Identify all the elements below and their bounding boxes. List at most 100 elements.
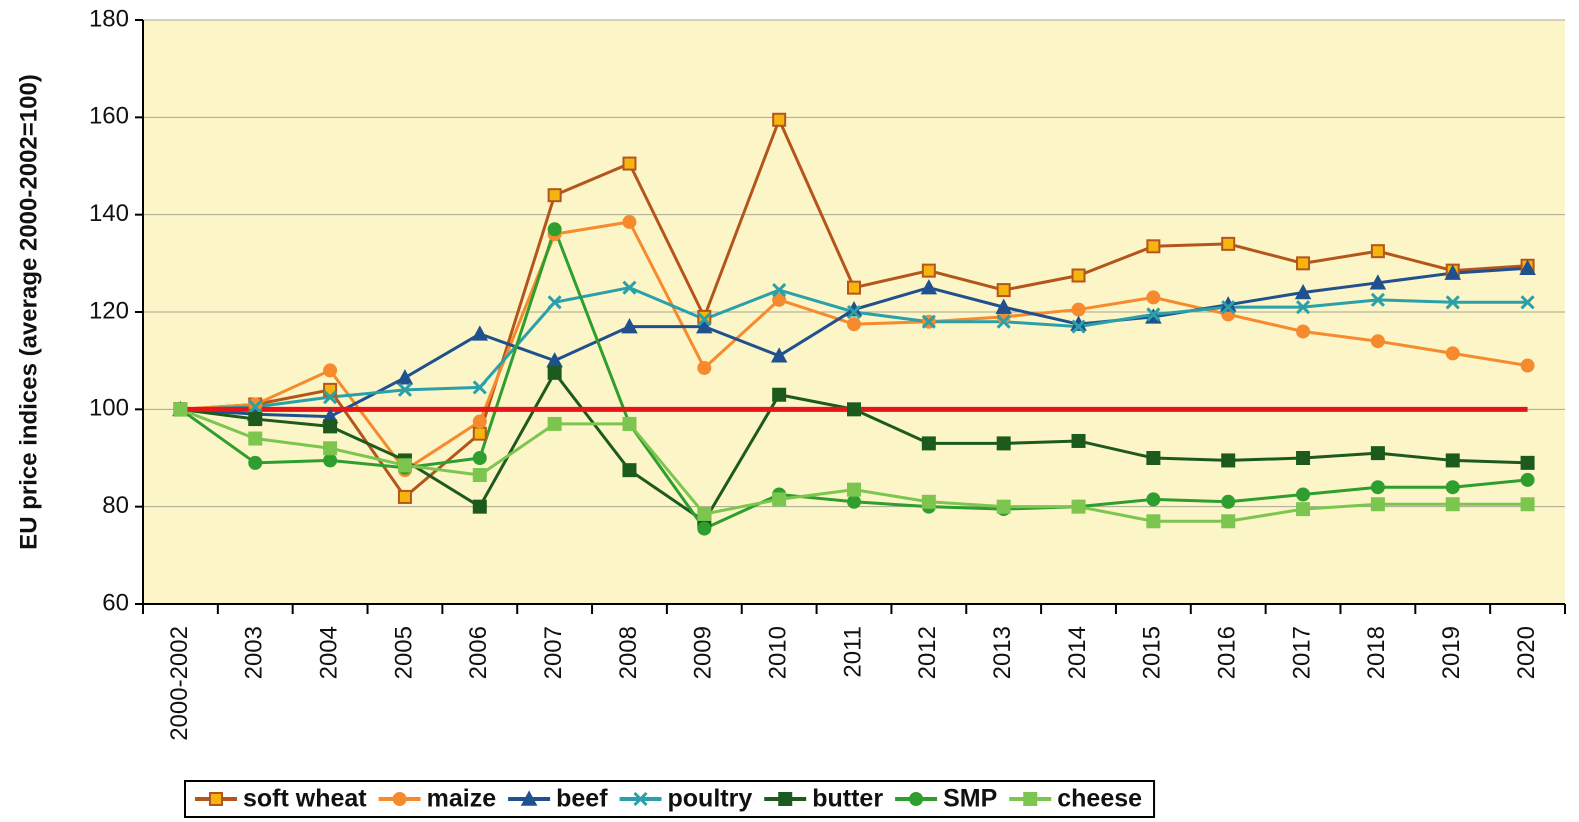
point xyxy=(696,318,713,334)
point xyxy=(547,295,562,310)
point xyxy=(1296,324,1311,339)
point xyxy=(1520,497,1535,512)
x-tick-label: 2003 xyxy=(241,626,268,679)
point xyxy=(1071,499,1086,514)
point xyxy=(921,263,936,278)
legend-marker xyxy=(1023,792,1038,806)
legend-marker xyxy=(778,792,793,806)
point xyxy=(1520,472,1535,487)
y-tick-label: 60 xyxy=(102,589,129,616)
point xyxy=(1146,492,1161,507)
point xyxy=(622,214,637,229)
point xyxy=(1146,290,1161,305)
point xyxy=(847,402,861,417)
point xyxy=(1445,480,1460,495)
point xyxy=(772,112,787,127)
point xyxy=(772,283,787,298)
point xyxy=(996,283,1011,298)
point xyxy=(1296,502,1311,517)
x-tick-label: 2010 xyxy=(765,626,792,679)
legend-marker xyxy=(909,792,924,806)
point xyxy=(547,416,562,431)
point xyxy=(1296,487,1311,502)
point xyxy=(1221,514,1236,529)
point xyxy=(1071,433,1086,448)
legend-marker xyxy=(209,792,223,806)
point xyxy=(472,380,487,395)
x-tick-label: 2007 xyxy=(540,626,567,679)
legend-label: butter xyxy=(812,785,883,813)
point xyxy=(396,369,414,385)
point xyxy=(1221,494,1236,509)
point xyxy=(1294,283,1312,300)
point xyxy=(1295,300,1311,315)
point xyxy=(472,426,487,441)
point xyxy=(1445,497,1460,512)
y-tick-label: 180 xyxy=(89,5,129,32)
point xyxy=(1071,268,1086,283)
point xyxy=(622,416,637,431)
point xyxy=(1370,497,1385,512)
legend-marker xyxy=(633,791,648,807)
point xyxy=(1146,451,1161,465)
point xyxy=(547,365,562,380)
point xyxy=(847,494,861,509)
point xyxy=(472,451,487,465)
x-tick-label: 2013 xyxy=(989,626,1016,679)
point xyxy=(1520,455,1535,470)
point xyxy=(772,292,787,307)
legend-label: maize xyxy=(427,785,497,813)
x-tick-label: 2009 xyxy=(690,626,717,679)
point xyxy=(248,412,263,427)
point xyxy=(1520,295,1535,310)
point xyxy=(622,156,637,171)
point xyxy=(1445,453,1460,468)
x-tick-label: 2018 xyxy=(1363,626,1390,679)
point xyxy=(996,436,1011,451)
y-tick-label: 140 xyxy=(89,200,129,227)
point xyxy=(1146,239,1161,254)
x-tick-label: 2011 xyxy=(839,626,866,678)
point xyxy=(323,363,338,378)
point xyxy=(1370,244,1385,259)
x-tick-label: 2005 xyxy=(390,626,417,679)
x-tick-label: 2004 xyxy=(315,626,342,679)
y-tick-label: 120 xyxy=(89,297,129,324)
point xyxy=(472,468,487,483)
x-tick-label: 2015 xyxy=(1139,626,1166,679)
point xyxy=(772,492,787,507)
point xyxy=(323,390,338,405)
y-tick-label: 80 xyxy=(102,492,129,519)
point xyxy=(323,453,338,468)
point xyxy=(547,188,562,203)
point xyxy=(697,506,712,521)
point xyxy=(397,458,412,473)
point xyxy=(920,279,938,295)
x-tick-label: 2019 xyxy=(1438,626,1465,679)
point xyxy=(921,494,936,509)
point xyxy=(547,222,562,237)
y-tick-label: 100 xyxy=(89,395,129,422)
x-tick-label: 2020 xyxy=(1513,626,1540,679)
point xyxy=(995,298,1012,314)
point xyxy=(248,455,263,470)
point xyxy=(1370,292,1385,307)
point xyxy=(1221,236,1236,251)
point xyxy=(1296,256,1311,271)
point xyxy=(1071,319,1086,334)
point xyxy=(472,499,487,514)
point xyxy=(1146,307,1161,322)
point xyxy=(846,304,862,320)
point xyxy=(996,499,1011,514)
x-tick-label: 2000-2002 xyxy=(166,626,193,741)
point xyxy=(847,482,861,497)
point xyxy=(697,312,712,327)
point xyxy=(1445,295,1460,310)
y-axis-label: EU price indices (average 2000-2002=100) xyxy=(15,74,42,550)
point xyxy=(1370,334,1385,349)
point xyxy=(397,382,413,397)
x-tick-label: 2008 xyxy=(615,626,642,679)
point xyxy=(847,280,861,295)
legend-label: soft wheat xyxy=(243,785,367,813)
point xyxy=(1519,259,1536,275)
